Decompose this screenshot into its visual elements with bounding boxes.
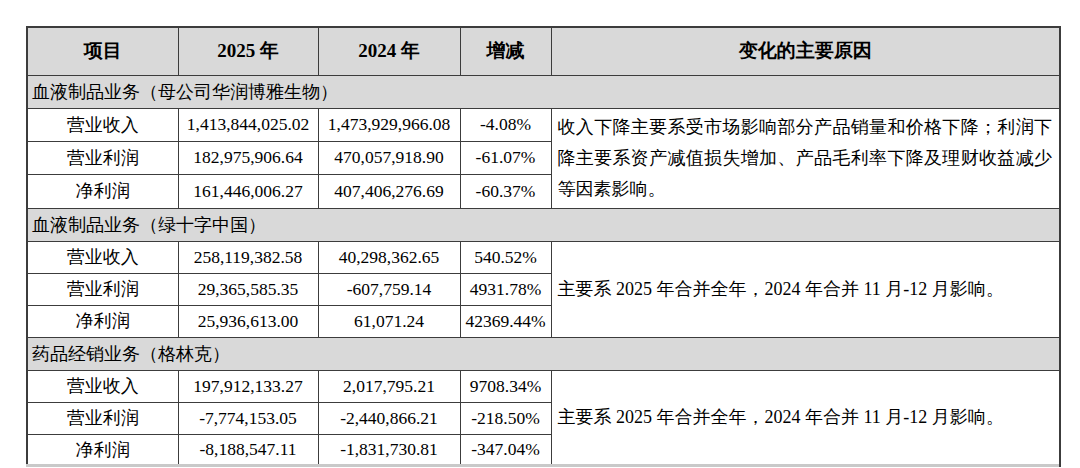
- item-label-cell: 营业利润: [27, 273, 178, 305]
- change-percent-cell: 42369.44%: [460, 305, 551, 337]
- value-2025-cell: 1,413,844,025.02: [178, 108, 318, 141]
- change-percent-cell: 4931.78%: [460, 273, 551, 305]
- change-percent-cell: -218.50%: [460, 402, 551, 434]
- change-percent-cell: -60.37%: [460, 175, 551, 208]
- column-header-item: 项目: [27, 27, 178, 75]
- table-row: 营业收入 258,119,382.58 40,298,362.65 540.52…: [27, 241, 1060, 273]
- table-row: 营业收入 197,912,133.27 2,017,795.21 9708.34…: [27, 370, 1060, 402]
- section-header-row: 药品经销业务（格林克）: [27, 337, 1060, 370]
- value-2024-cell: 470,057,918.90: [318, 141, 460, 174]
- section-title-cell: 药品经销业务（格林克）: [27, 337, 1060, 370]
- value-2025-cell: -7,774,153.05: [178, 402, 318, 434]
- value-2025-cell: 258,119,382.58: [178, 241, 318, 273]
- value-2024-cell: -2,440,866.21: [318, 402, 460, 434]
- change-percent-cell: 9708.34%: [460, 370, 551, 402]
- financial-comparison-table: 项目 2025 年 2024 年 增减 变化的主要原因 血液制品业务（母公司华润…: [26, 26, 1061, 467]
- item-label-cell: 营业收入: [27, 241, 178, 273]
- value-2025-cell: 182,975,906.64: [178, 141, 318, 174]
- cropped-next-row-edge: [26, 464, 1059, 467]
- item-label-cell: 净利润: [27, 434, 178, 466]
- column-header-2024: 2024 年: [318, 27, 460, 75]
- value-2024-cell: 40,298,362.65: [318, 241, 460, 273]
- section-title-cell: 血液制品业务（绿十字中国）: [27, 208, 1060, 241]
- value-2024-cell: 2,017,795.21: [318, 370, 460, 402]
- value-2024-cell: 1,473,929,966.08: [318, 108, 460, 141]
- value-2025-cell: -8,188,547.11: [178, 434, 318, 466]
- value-2025-cell: 29,365,585.35: [178, 273, 318, 305]
- document-page: 项目 2025 年 2024 年 增减 变化的主要原因 血液制品业务（母公司华润…: [0, 0, 1080, 468]
- change-percent-cell: 540.52%: [460, 241, 551, 273]
- change-percent-cell: -347.04%: [460, 434, 551, 466]
- table-header-row: 项目 2025 年 2024 年 增减 变化的主要原因: [27, 27, 1060, 75]
- value-2024-cell: 61,071.24: [318, 305, 460, 337]
- item-label-cell: 净利润: [27, 305, 178, 337]
- value-2024-cell: 407,406,276.69: [318, 175, 460, 208]
- section-header-row: 血液制品业务（母公司华润博雅生物）: [27, 75, 1060, 108]
- item-label-cell: 净利润: [27, 175, 178, 208]
- table-row: 营业收入 1,413,844,025.02 1,473,929,966.08 -…: [27, 108, 1060, 141]
- section-header-row: 血液制品业务（绿十字中国）: [27, 208, 1060, 241]
- section-title-cell: 血液制品业务（母公司华润博雅生物）: [27, 75, 1060, 108]
- column-header-change: 增减: [460, 27, 551, 75]
- change-reason-cell: 主要系 2025 年合并全年，2024 年合并 11 月-12 月影响。: [551, 241, 1060, 337]
- value-2024-cell: -1,831,730.81: [318, 434, 460, 466]
- change-percent-cell: -4.08%: [460, 108, 551, 141]
- value-2024-cell: -607,759.14: [318, 273, 460, 305]
- value-2025-cell: 25,936,613.00: [178, 305, 318, 337]
- item-label-cell: 营业收入: [27, 370, 178, 402]
- value-2025-cell: 161,446,006.27: [178, 175, 318, 208]
- column-header-reason: 变化的主要原因: [551, 27, 1060, 75]
- item-label-cell: 营业收入: [27, 108, 178, 141]
- change-percent-cell: -61.07%: [460, 141, 551, 174]
- column-header-2025: 2025 年: [178, 27, 318, 75]
- item-label-cell: 营业利润: [27, 402, 178, 434]
- item-label-cell: 营业利润: [27, 141, 178, 174]
- change-reason-cell: 收入下降主要系受市场影响部分产品销量和价格下降；利润下降主要系资产减值损失增加、…: [551, 108, 1060, 208]
- change-reason-cell: 主要系 2025 年合并全年，2024 年合并 11 月-12 月影响。: [551, 370, 1060, 466]
- value-2025-cell: 197,912,133.27: [178, 370, 318, 402]
